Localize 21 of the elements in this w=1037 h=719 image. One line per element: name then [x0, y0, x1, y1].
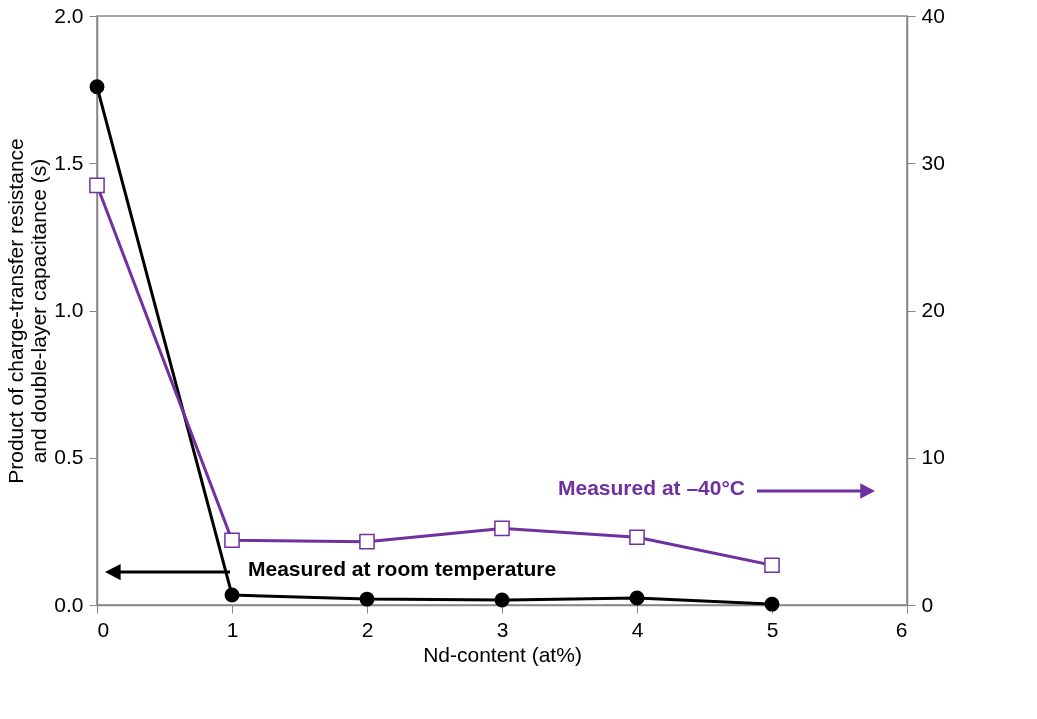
y-tick-label: 2.0: [54, 3, 84, 27]
x-tick-label: 5: [766, 617, 779, 641]
y2-tick-label: 30: [921, 150, 945, 174]
x-tick-label: 0: [97, 617, 110, 641]
y2-tick-label: 20: [921, 298, 945, 321]
x-axis-title: Nd-content (at%): [423, 642, 582, 666]
annotation: Measured at –40°C: [558, 476, 745, 499]
y-tick-label: 0.0: [54, 592, 84, 616]
y2-tick-label: 0: [921, 592, 934, 616]
annotation: Measured at room temperature: [248, 557, 557, 580]
y-tick-label: 1.5: [54, 150, 84, 174]
x-tick-label: 2: [361, 617, 374, 641]
x-tick-label: 6: [895, 617, 908, 641]
y-axis-title: Product of charge-transfer resistance and double-layer capacitance (s): [4, 138, 51, 484]
x-tick-label: 4: [631, 617, 644, 641]
x-tick-label: 3: [496, 617, 509, 641]
y2-tick-label: 40: [921, 3, 945, 27]
y2-tick-label: 10: [921, 445, 945, 469]
y-tick-label: 1.0: [54, 298, 84, 321]
y-tick-label: 0.5: [54, 445, 84, 469]
x-tick-label: 1: [226, 617, 239, 641]
